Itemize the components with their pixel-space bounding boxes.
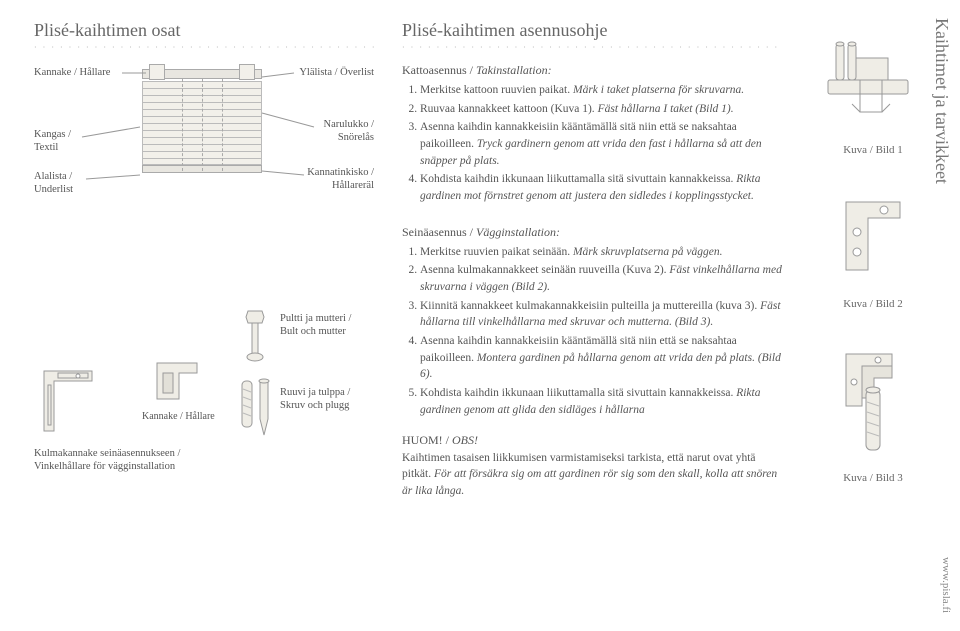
label-bottomlist: Alalista / Underlist xyxy=(34,171,73,196)
note-block: HUOM! / OBS! Kaihtimen tasaisen liikkumi… xyxy=(402,432,782,499)
label-cordlock: Narulukko / Snörelås xyxy=(324,119,374,144)
label-toplist: Ylälista / Överlist xyxy=(299,67,374,80)
figure-3: Kuva / Bild 3 xyxy=(818,338,928,484)
bolt-icon xyxy=(234,307,276,363)
hardware-diagram: Kulmakannake seinäasennukseen / Vinkelhå… xyxy=(34,283,374,463)
ceiling-steps: Merkitse kattoon ruuvien paikat. Märk i … xyxy=(402,82,782,205)
wall-head: Seinäasennus / Vägginstallation: xyxy=(402,225,782,240)
figure-2: Kuva / Bild 2 xyxy=(818,184,928,310)
bracket-icon xyxy=(149,355,207,409)
label-bolt: Pultti ja mutteri / Bult och mutter xyxy=(280,313,351,338)
footer-url: www.pisla.fi xyxy=(940,557,952,613)
screw-icon xyxy=(232,375,278,445)
ceiling-head: Kattoasennus / Takinstallation: xyxy=(402,63,782,78)
parts-diagram: Kannake / Hållare Ylälista / Överlist Ka… xyxy=(34,63,374,253)
label-rail: Kannatinkisko / Hållareräl xyxy=(307,167,374,192)
wall-steps: Merkitse ruuvien paikat seinään. Märk sk… xyxy=(402,244,782,419)
label-bracket-lower: Kannake / Hållare xyxy=(142,411,215,423)
parts-title: Plisé-kaihtimen osat xyxy=(34,20,374,41)
side-title: Kaihtimet ja tarvikkeet xyxy=(931,18,952,184)
wall-bracket-icon xyxy=(34,363,112,441)
install-title: Plisé-kaihtimen asennusohje xyxy=(402,20,782,41)
blind-illustration xyxy=(142,69,262,173)
label-wallbracket: Kulmakannake seinäasennukseen / Vinkelhå… xyxy=(34,448,180,473)
figure-1: Kuva / Bild 1 xyxy=(818,30,928,156)
fig2-caption: Kuva / Bild 2 xyxy=(843,298,903,310)
fig3-caption: Kuva / Bild 3 xyxy=(843,472,903,484)
divider-dots: · · · · · · · · · · · · · · · · · · · · … xyxy=(34,43,374,49)
fig1-caption: Kuva / Bild 1 xyxy=(843,144,903,156)
label-bracket-top: Kannake / Hållare xyxy=(34,67,110,80)
label-fabric: Kangas / Textil xyxy=(34,129,71,154)
label-screw: Ruuvi ja tulppa / Skruv och plugg xyxy=(280,387,350,412)
divider-dots-2: · · · · · · · · · · · · · · · · · · · · … xyxy=(402,43,782,49)
